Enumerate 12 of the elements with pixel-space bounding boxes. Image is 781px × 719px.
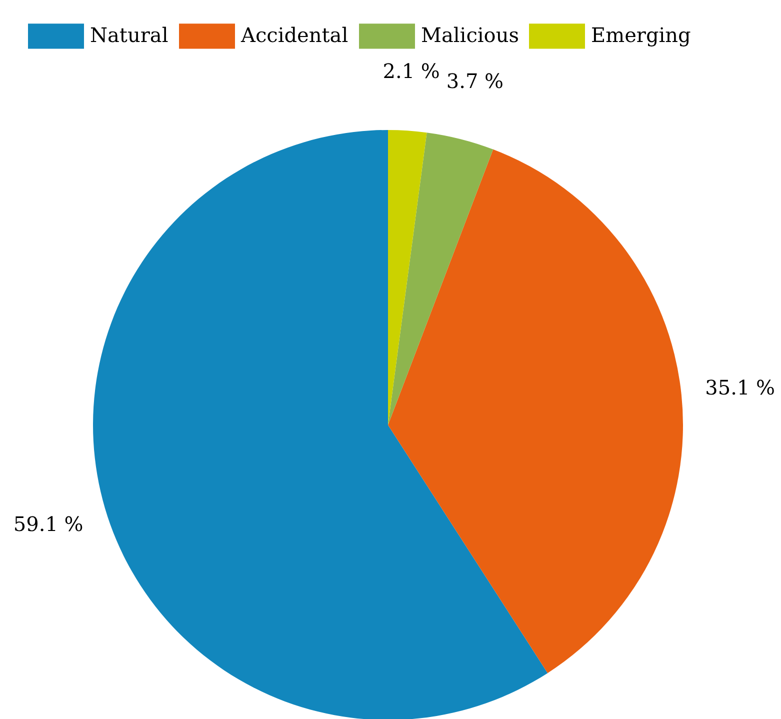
legend-label: Malicious bbox=[421, 23, 519, 48]
data-label: 35.1 % bbox=[705, 375, 776, 400]
pie-slice bbox=[388, 130, 427, 425]
data-label: 3.7 % bbox=[446, 68, 504, 93]
legend-label: Natural bbox=[90, 23, 168, 48]
pie-slice bbox=[388, 149, 683, 674]
pie-slice bbox=[388, 132, 494, 425]
data-label: 2.1 % bbox=[382, 58, 440, 83]
legend-label: Emerging bbox=[591, 23, 692, 48]
legend-label: Accidental bbox=[240, 23, 348, 48]
pie-slice bbox=[93, 130, 548, 719]
data-label: 59.1 % bbox=[13, 512, 84, 536]
